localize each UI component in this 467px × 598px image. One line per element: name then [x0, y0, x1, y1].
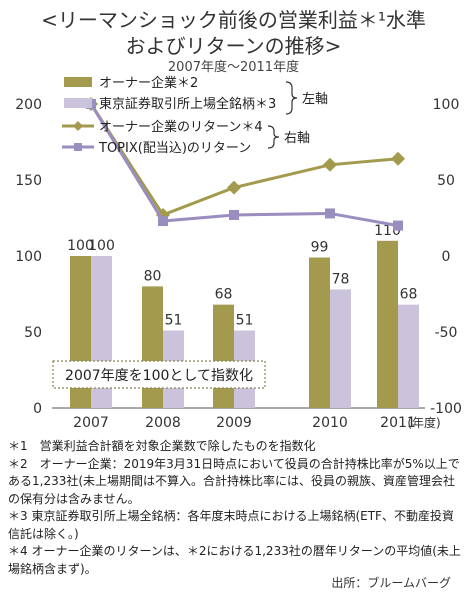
annotation-text: 2007年度を100として指数化 [65, 368, 253, 384]
line-point-marker [323, 157, 337, 172]
legend-swatch-tse-bar [64, 98, 92, 108]
chart-subtitle: 2007年度〜2011年度 [167, 60, 300, 75]
bar [377, 240, 398, 408]
left-axis-tick-label: 50 [24, 325, 42, 341]
legend-brace-left-axis [285, 81, 298, 115]
legend-label: TOPIX(配当込)のリターン [98, 141, 251, 156]
chart-title-line2: およびリターンの推移> [125, 34, 342, 58]
x-axis-tick-label: 2007 [73, 415, 109, 431]
x-axis-tick-label: 2008 [145, 415, 181, 431]
line-point-marker [158, 216, 168, 227]
bar [142, 286, 163, 408]
bar-value-label: 78 [332, 271, 350, 287]
legend-label: オーナー企業＊2 [99, 75, 198, 91]
right-axis-tick-label: 100 [433, 97, 460, 113]
source-note: 出所：ブルームバーグ [331, 576, 451, 590]
right-axis-tick-label: 0 [442, 249, 451, 265]
bar-value-label: 51 [236, 312, 254, 328]
bar [309, 257, 330, 408]
left-axis-tick-label: 100 [15, 249, 42, 265]
x-axis-unit-label: (年度) [407, 415, 440, 430]
legend-swatch-owner-bar [64, 77, 92, 87]
left-axis-tick-label: 150 [15, 173, 42, 189]
x-axis-tick-label: 2009 [216, 415, 252, 431]
line-point-marker [229, 209, 239, 220]
footnotes: ＊1 営業利益合計額を対象企業数で除したものを指数化 ＊2 オーナー企業：201… [8, 438, 463, 578]
bar-value-label: 100 [67, 238, 94, 254]
footnote-4: ＊4 オーナー企業のリターンは、＊2における1,233社の暦年リターンの平均値(… [8, 544, 461, 576]
footnote-3: ＊3 東京証券取引所上場全銘柄：各年度末時点における上場銘柄(ETF、不動産投資… [8, 509, 454, 541]
legend-axis-label: 左軸 [302, 92, 328, 107]
bar [213, 304, 234, 408]
legend-marker-topix-line [74, 143, 82, 151]
x-axis-tick-label: 2010 [312, 415, 348, 431]
bar-value-label: 68 [215, 287, 233, 303]
bar-value-label: 99 [311, 240, 329, 256]
bar [398, 304, 419, 408]
annotation-box [52, 360, 266, 389]
bar-value-label: 100 [88, 238, 115, 254]
x-axis-tick-label: 2011 [380, 415, 416, 431]
legend-label: オーナー企業のリターン＊4 [99, 119, 263, 135]
line-point-marker [393, 220, 403, 231]
bar [330, 289, 351, 408]
right-axis-tick-label: -100 [430, 401, 462, 417]
legend-label: 東京証券取引所上場全銘柄＊3 [99, 96, 276, 112]
legend-marker-owner-line [73, 121, 83, 131]
footnote-1: ＊1 営業利益合計額を対象企業数で除したものを指数化 [8, 439, 316, 453]
bar-value-label: 68 [400, 287, 418, 303]
legend-axis-label: 右軸 [284, 131, 310, 146]
chart-svg: 050100150200-100-50050100100806899110100… [15, 75, 462, 431]
right-axis-tick-label: 50 [437, 173, 455, 189]
left-axis-tick-label: 0 [33, 401, 42, 417]
line-point-marker [391, 151, 405, 166]
right-axis-tick-label: -50 [435, 325, 458, 341]
bar-value-label: 51 [165, 312, 183, 328]
line-point-marker [227, 180, 241, 195]
footnote-2: ＊2 オーナー企業：2019年3月31日時点において役員の合計持株比率が5%以上… [8, 456, 460, 506]
line-point-marker [325, 208, 335, 219]
legend-brace-right-axis [267, 125, 280, 149]
chart-title-line1: <リーマンショック前後の営業利益＊¹水準 [41, 8, 426, 32]
bar-value-label: 80 [144, 268, 162, 284]
left-axis-tick-label: 200 [15, 97, 42, 113]
